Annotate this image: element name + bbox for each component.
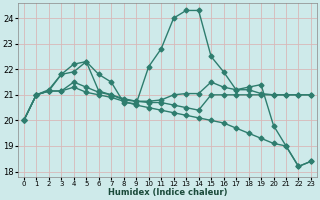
X-axis label: Humidex (Indice chaleur): Humidex (Indice chaleur) bbox=[108, 188, 227, 197]
